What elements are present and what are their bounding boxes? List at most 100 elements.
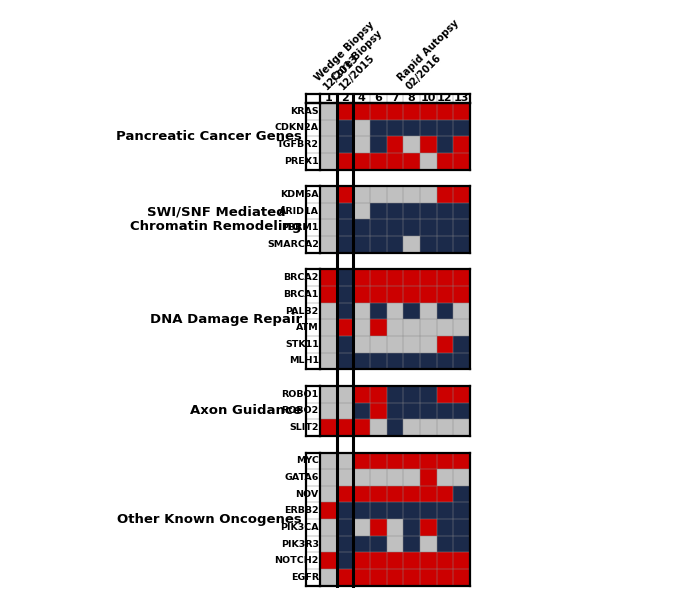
Bar — [453, 153, 470, 170]
Bar — [370, 286, 386, 303]
Bar — [337, 386, 354, 402]
Bar — [370, 453, 386, 469]
Text: Rapid Autopsy
02/2016: Rapid Autopsy 02/2016 — [396, 18, 470, 91]
Bar — [453, 486, 470, 502]
Bar — [403, 153, 420, 170]
Bar — [320, 553, 337, 569]
Bar — [437, 569, 453, 586]
Bar — [453, 336, 470, 353]
Bar — [403, 170, 420, 186]
Bar — [320, 386, 337, 402]
Bar — [320, 486, 337, 502]
Bar — [437, 286, 453, 303]
Text: STK11: STK11 — [285, 340, 319, 349]
Bar — [370, 103, 386, 119]
Bar — [403, 469, 420, 486]
Text: 8: 8 — [407, 93, 416, 103]
Bar — [453, 203, 470, 219]
Bar — [320, 536, 337, 553]
Bar — [453, 536, 470, 553]
Bar — [370, 386, 386, 402]
Bar — [354, 219, 370, 236]
Bar — [453, 402, 470, 419]
Bar — [386, 353, 403, 369]
Bar — [437, 153, 453, 170]
Text: CDKN2A: CDKN2A — [274, 124, 319, 132]
Bar — [437, 253, 453, 269]
Bar — [354, 153, 370, 170]
Bar — [354, 469, 370, 486]
Text: Pancreatic Cancer Genes: Pancreatic Cancer Genes — [116, 129, 302, 142]
Bar — [337, 203, 354, 219]
Bar — [354, 203, 370, 219]
Bar — [386, 236, 403, 253]
Bar — [370, 436, 386, 453]
Text: PALB2: PALB2 — [286, 307, 319, 316]
Bar — [370, 319, 386, 336]
Text: KDM6A: KDM6A — [280, 190, 319, 199]
Text: MLH1: MLH1 — [288, 356, 319, 365]
Bar — [453, 219, 470, 236]
Text: KRAS: KRAS — [290, 107, 319, 116]
Text: ERBB2: ERBB2 — [284, 506, 319, 515]
Bar — [403, 369, 420, 386]
Text: 10: 10 — [421, 93, 436, 103]
Bar — [354, 336, 370, 353]
Bar — [420, 153, 437, 170]
Bar — [370, 153, 386, 170]
Text: 2: 2 — [341, 93, 349, 103]
Text: PBRM1: PBRM1 — [281, 223, 319, 232]
Bar — [437, 219, 453, 236]
Bar — [403, 402, 420, 419]
Bar — [453, 353, 470, 369]
Bar — [320, 253, 337, 269]
Bar — [354, 186, 370, 203]
Bar — [306, 453, 320, 586]
Bar — [320, 103, 337, 119]
Bar — [386, 253, 403, 269]
Bar — [337, 136, 354, 153]
Bar — [306, 436, 470, 453]
Text: GATA6: GATA6 — [284, 473, 319, 482]
Bar — [420, 186, 437, 203]
Bar — [386, 219, 403, 236]
Bar — [386, 402, 403, 419]
Bar — [337, 186, 354, 203]
Bar — [437, 419, 453, 436]
Bar — [453, 369, 470, 386]
Bar — [403, 553, 420, 569]
Bar — [337, 486, 354, 502]
Bar — [306, 253, 470, 269]
Bar — [420, 369, 437, 386]
Bar — [354, 453, 370, 469]
Bar — [437, 203, 453, 219]
Bar — [354, 303, 370, 319]
Bar — [420, 136, 437, 153]
Bar — [403, 436, 420, 453]
Text: 6: 6 — [374, 93, 382, 103]
Bar — [337, 319, 354, 336]
Bar — [420, 103, 437, 119]
Bar — [354, 286, 370, 303]
Bar — [437, 269, 453, 286]
Bar — [420, 486, 437, 502]
Bar — [403, 486, 420, 502]
Bar — [386, 386, 403, 402]
Bar — [386, 170, 403, 186]
Text: PIK3R3: PIK3R3 — [281, 540, 319, 548]
Bar — [354, 170, 370, 186]
Bar — [320, 170, 337, 186]
Bar — [453, 436, 470, 453]
Bar — [453, 419, 470, 436]
Bar — [337, 369, 354, 386]
Text: 1: 1 — [325, 93, 332, 103]
Bar — [370, 119, 386, 136]
Text: TGFBR2: TGFBR2 — [277, 140, 319, 149]
Bar — [437, 236, 453, 253]
Bar — [306, 386, 320, 436]
Text: NOV: NOV — [295, 490, 319, 499]
Bar — [386, 453, 403, 469]
Bar — [420, 536, 437, 553]
Bar — [337, 536, 354, 553]
Bar — [354, 136, 370, 153]
